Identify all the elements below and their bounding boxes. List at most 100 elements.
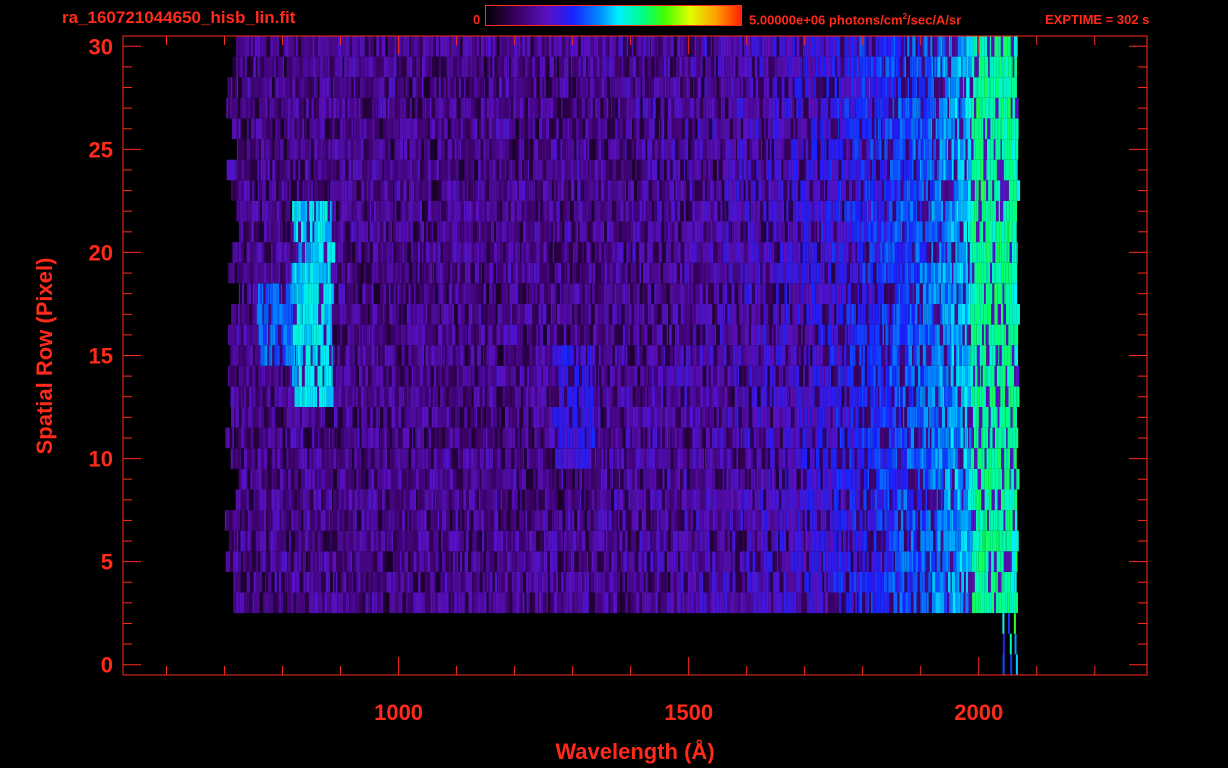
- heatmap-cell: [246, 345, 250, 366]
- heatmap-cell: [772, 304, 775, 325]
- heatmap-cell: [540, 386, 545, 407]
- heatmap-cell: [841, 530, 843, 552]
- heatmap-cell: [691, 365, 694, 387]
- heatmap-cell: [849, 571, 852, 593]
- heatmap-cell: [551, 510, 554, 531]
- heatmap-cell: [585, 530, 589, 552]
- heatmap-cell: [378, 510, 383, 531]
- heatmap-cell: [614, 345, 618, 366]
- heatmap-cell: [630, 427, 632, 449]
- heatmap-cell: [905, 386, 909, 407]
- heatmap-cell: [541, 365, 543, 387]
- heatmap-cell: [831, 386, 836, 407]
- heatmap-cell: [404, 468, 407, 490]
- heatmap-cell: [641, 551, 644, 572]
- heatmap-cell: [290, 407, 293, 428]
- heatmap-cell: [656, 324, 660, 346]
- heatmap-cell: [407, 571, 410, 593]
- heatmap-cell: [767, 365, 770, 387]
- heatmap-cell: [937, 592, 941, 614]
- heatmap-cell: [691, 427, 693, 449]
- heatmap-cell: [825, 304, 829, 325]
- heatmap-cell: [234, 427, 236, 449]
- heatmap-cell: [373, 386, 377, 407]
- heatmap-cell: [648, 427, 651, 449]
- heatmap-cell: [803, 345, 806, 366]
- heatmap-cell: [760, 551, 764, 572]
- heatmap-cell: [816, 468, 818, 490]
- heatmap-cell: [426, 427, 429, 449]
- heatmap-cell: [802, 551, 807, 572]
- heatmap-cell: [535, 365, 537, 387]
- heatmap-cell: [437, 448, 440, 469]
- heatmap-cell: [317, 571, 322, 593]
- heatmap-cell: [474, 345, 478, 366]
- heatmap-cell: [493, 510, 495, 531]
- heatmap-cell: [823, 592, 825, 614]
- heatmap-cell: [925, 468, 929, 490]
- heatmap-cell: [751, 304, 755, 325]
- heatmap-cell: [253, 304, 257, 325]
- heatmap-cell: [620, 304, 625, 325]
- heatmap-cell: [1010, 407, 1013, 428]
- heatmap-cell: [805, 324, 807, 346]
- heatmap-cell: [747, 510, 751, 531]
- heatmap-cell: [624, 489, 629, 511]
- heatmap-cell: [1002, 530, 1006, 552]
- heatmap-cell: [749, 489, 753, 511]
- heatmap-cell: [703, 571, 706, 593]
- heatmap-cell: [366, 551, 371, 572]
- heatmap-cell: [599, 304, 602, 325]
- heatmap-cell: [867, 386, 871, 407]
- heatmap-cell: [620, 386, 623, 407]
- heatmap-cell: [985, 386, 990, 407]
- heatmap-cell: [973, 365, 976, 387]
- heatmap-cell: [723, 448, 728, 469]
- heatmap-cell: [646, 510, 650, 531]
- heatmap-cell: [529, 365, 531, 387]
- heatmap-cell: [574, 510, 578, 531]
- heatmap-cell: [734, 386, 738, 407]
- heatmap-cell: [572, 304, 575, 325]
- heatmap-cell: [320, 510, 323, 531]
- heatmap-cell: [819, 345, 824, 366]
- heatmap-cell: [295, 345, 297, 366]
- heatmap-cell: [739, 304, 741, 325]
- heatmap-cell: [437, 427, 439, 449]
- heatmap-cell: [428, 345, 432, 366]
- heatmap-cell: [248, 365, 251, 387]
- heatmap-cell: [419, 304, 421, 325]
- heatmap-cell: [572, 407, 577, 428]
- heatmap-cell: [775, 489, 779, 511]
- heatmap-cell: [307, 530, 309, 552]
- heatmap-cell: [276, 365, 279, 387]
- heatmap-cell: [917, 407, 921, 428]
- heatmap-cell: [353, 571, 357, 593]
- heatmap-cell: [322, 510, 326, 531]
- heatmap-cell: [540, 468, 543, 490]
- heatmap-cell: [980, 365, 982, 387]
- heatmap-cell: [817, 304, 820, 325]
- heatmap-cell: [943, 468, 945, 490]
- heatmap-cell: [514, 304, 518, 325]
- heatmap-cell: [803, 448, 808, 469]
- heatmap-cell: [849, 386, 853, 407]
- heatmap-cell: [452, 571, 456, 593]
- heatmap-cell: [994, 365, 997, 387]
- heatmap-cell: [533, 407, 537, 428]
- heatmap-cell: [727, 489, 731, 511]
- heatmap-cell: [595, 592, 597, 614]
- heatmap-cell: [523, 304, 525, 325]
- heatmap-cell: [808, 365, 810, 387]
- heatmap-cell: [920, 427, 923, 449]
- heatmap-cell: [896, 407, 899, 428]
- heatmap-cell: [524, 365, 527, 387]
- heatmap-cell: [726, 551, 729, 572]
- heatmap-cell: [377, 510, 379, 531]
- heatmap-cell: [309, 304, 314, 325]
- heatmap-cell: [472, 304, 475, 325]
- heatmap-cell: [564, 468, 566, 490]
- heatmap-cell: [575, 571, 578, 593]
- heatmap-cell: [979, 345, 983, 366]
- heatmap-cell: [370, 551, 373, 572]
